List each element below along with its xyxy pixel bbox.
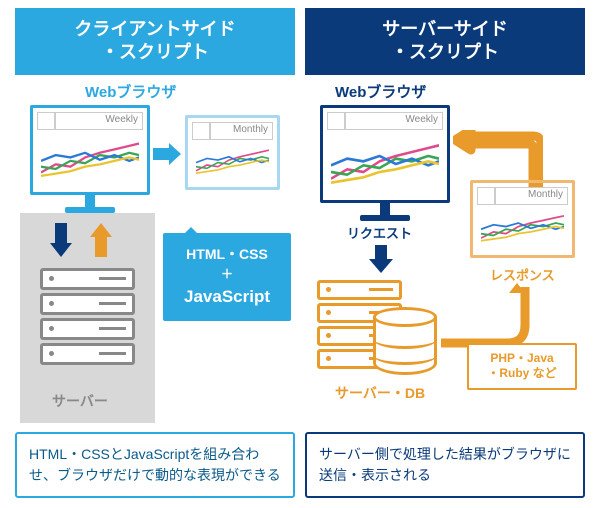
server-header-line1: サーバーサイド	[382, 19, 507, 39]
tech-box: PHP・Java ・Ruby など	[467, 343, 577, 390]
tech-callout: HTML・CSS ＋ JavaScript	[163, 233, 291, 321]
server-db-label: サーバー・DB	[335, 383, 425, 403]
server-area: サーバー	[20, 213, 155, 423]
response-label: レスポンス	[490, 265, 555, 284]
chart-tab: Monthly	[210, 122, 273, 140]
server-header-line2: ・スクリプト	[391, 42, 499, 62]
screen: Weekly	[327, 112, 443, 196]
request-arrow-icon	[369, 243, 393, 275]
request-label: リクエスト	[347, 223, 412, 242]
callout-line2: JavaScript	[184, 287, 270, 306]
response-monitor: Monthly	[470, 180, 575, 258]
arrow-down-icon	[50, 221, 72, 259]
callout-line1: HTML・CSS	[186, 246, 268, 262]
server-footer: サーバー側で処理した結果がブラウザに送信・表示される	[305, 432, 585, 498]
chart-tab: Monthly	[495, 187, 568, 205]
chart-icon	[41, 132, 139, 184]
database-icon	[373, 307, 437, 377]
chart-icon	[481, 207, 564, 247]
client-header-line2: ・スクリプト	[101, 42, 209, 62]
tech-line1: PHP・Java	[490, 351, 553, 365]
browser-label: Webブラウザ	[85, 81, 176, 102]
client-footer: HTML・CSSとJavaScriptを組み合わせ、ブラウザだけで動的な表現がで…	[15, 432, 295, 498]
callout-plus: ＋	[173, 266, 281, 283]
chart-tab: Weekly	[55, 112, 143, 130]
client-body: Webブラウザ Weekly	[15, 75, 295, 425]
chart-icon	[196, 142, 269, 179]
screen: Weekly	[37, 112, 143, 188]
chart-tab: Weekly	[345, 112, 443, 130]
browser-label: Webブラウザ	[335, 81, 426, 102]
browser-monitor-main: Weekly	[320, 105, 450, 203]
chart-icon	[331, 132, 439, 192]
arrow-up-icon	[90, 221, 112, 259]
tech-line2: ・Ruby など	[487, 366, 556, 380]
server-icon	[40, 268, 135, 368]
client-header-line1: クライアントサイド	[74, 19, 235, 39]
client-header: クライアントサイド ・スクリプト	[15, 8, 295, 75]
server-header: サーバーサイド ・スクリプト	[305, 8, 585, 75]
arrow-right-icon	[151, 143, 183, 165]
screen: Monthly	[477, 187, 568, 251]
server-label: サーバー	[52, 391, 108, 411]
client-side-panel: クライアントサイド ・スクリプト Webブラウザ Weekly	[15, 8, 295, 498]
browser-monitor-weekly: Weekly	[30, 105, 150, 195]
server-body: Webブラウザ Weekly	[305, 75, 585, 425]
screen: Monthly	[192, 122, 273, 183]
server-side-panel: サーバーサイド ・スクリプト Webブラウザ Weekly	[305, 8, 585, 498]
browser-monitor-monthly: Monthly	[185, 115, 280, 190]
